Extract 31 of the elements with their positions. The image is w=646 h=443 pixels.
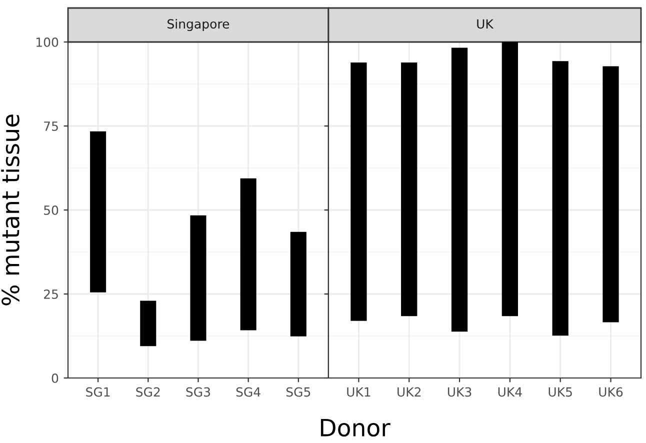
bar bbox=[350, 62, 367, 321]
chart-title: UK bbox=[477, 19, 494, 29]
x-tick-label: UK3 bbox=[448, 387, 472, 397]
x-tick-label: SG4 bbox=[236, 387, 260, 397]
x-tick-label: UK1 bbox=[347, 387, 370, 397]
bar bbox=[451, 48, 468, 332]
x-tick-label: UK5 bbox=[548, 387, 572, 397]
y-axis-title: % mutant tissue bbox=[1, 114, 20, 306]
x-tick-label: SG2 bbox=[136, 387, 160, 397]
x-tick-label: UK2 bbox=[398, 387, 421, 397]
bar bbox=[190, 215, 206, 341]
bar bbox=[502, 42, 518, 316]
bar bbox=[552, 61, 568, 336]
y-tick-label: 50 bbox=[44, 205, 58, 215]
bar bbox=[290, 232, 306, 336]
bar bbox=[602, 66, 619, 322]
bar bbox=[90, 131, 106, 292]
y-tick-label: 0 bbox=[52, 373, 58, 383]
y-tick-label: 100 bbox=[36, 37, 58, 47]
y-tick-label: 25 bbox=[44, 289, 58, 299]
x-tick-label: SG5 bbox=[286, 387, 310, 397]
y-tick-label: 75 bbox=[44, 122, 58, 131]
bar bbox=[140, 300, 156, 346]
x-tick-label: SG1 bbox=[86, 387, 110, 397]
x-tick-label: UK6 bbox=[599, 387, 623, 397]
bar bbox=[401, 62, 418, 316]
chart-title: Singapore bbox=[168, 18, 230, 32]
x-tick-label: SG3 bbox=[186, 387, 210, 397]
bar bbox=[240, 178, 256, 330]
x-tick-label: UK4 bbox=[498, 387, 522, 397]
x-axis-title: Donor bbox=[320, 419, 390, 437]
